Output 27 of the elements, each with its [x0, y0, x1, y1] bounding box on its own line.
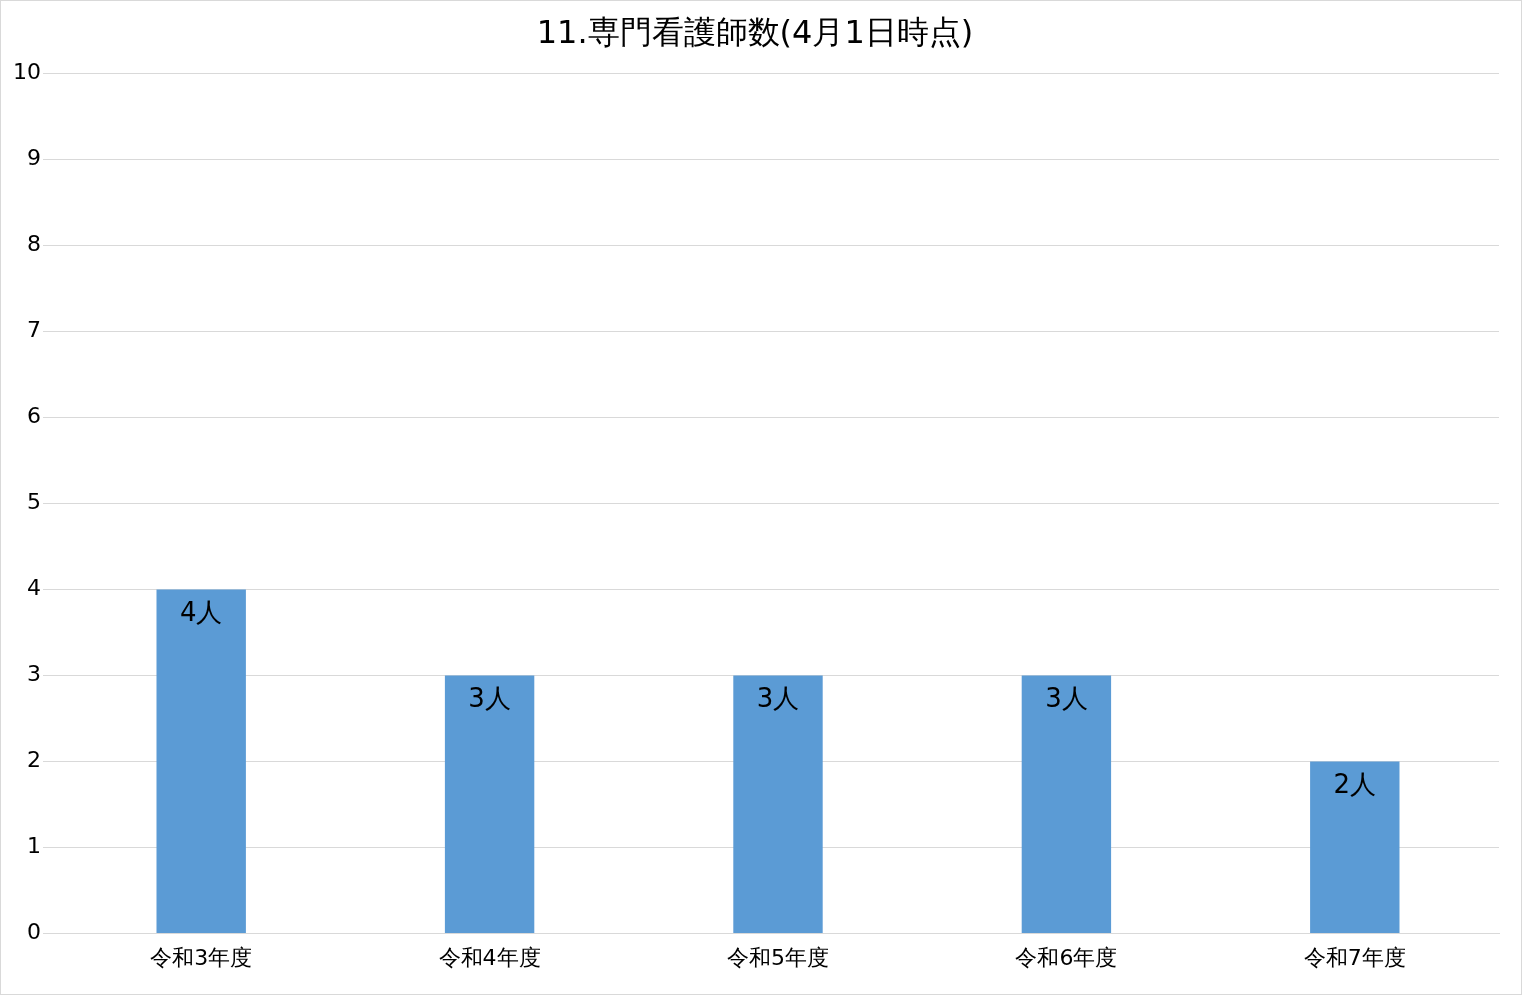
y-tick-label: 6 [26, 403, 41, 429]
x-tick-label: 令和4年度 [438, 944, 541, 970]
data-label: 3人 [1045, 683, 1088, 714]
y-tick-label: 1 [26, 833, 41, 859]
y-tick-label: 10 [12, 59, 41, 85]
bar [733, 675, 823, 934]
bar [1021, 675, 1112, 934]
y-tick-label: 7 [26, 317, 41, 343]
bar [156, 589, 246, 934]
bar [444, 675, 535, 934]
data-label: 4人 [179, 597, 223, 628]
x-tick-label: 令和5年度 [727, 944, 829, 970]
chart-title: 11.専門看護師数(4月1日時点) [536, 12, 974, 51]
x-tick-label: 令和7年度 [1303, 944, 1406, 970]
y-tick-label: 9 [26, 145, 41, 171]
x-tick-label: 令和3年度 [150, 944, 253, 970]
data-label: 2人 [1333, 769, 1377, 800]
y-tick-label: 4 [26, 575, 41, 601]
y-tick-label: 2 [26, 747, 41, 773]
y-tick-label: 0 [26, 919, 41, 945]
y-tick-label: 5 [26, 489, 41, 515]
data-label: 3人 [468, 683, 511, 714]
y-tick-label: 8 [26, 231, 41, 257]
data-label: 3人 [756, 683, 800, 714]
x-tick-label: 令和6年度 [1015, 944, 1118, 970]
y-tick-label: 3 [26, 661, 41, 687]
bar [1310, 761, 1400, 934]
